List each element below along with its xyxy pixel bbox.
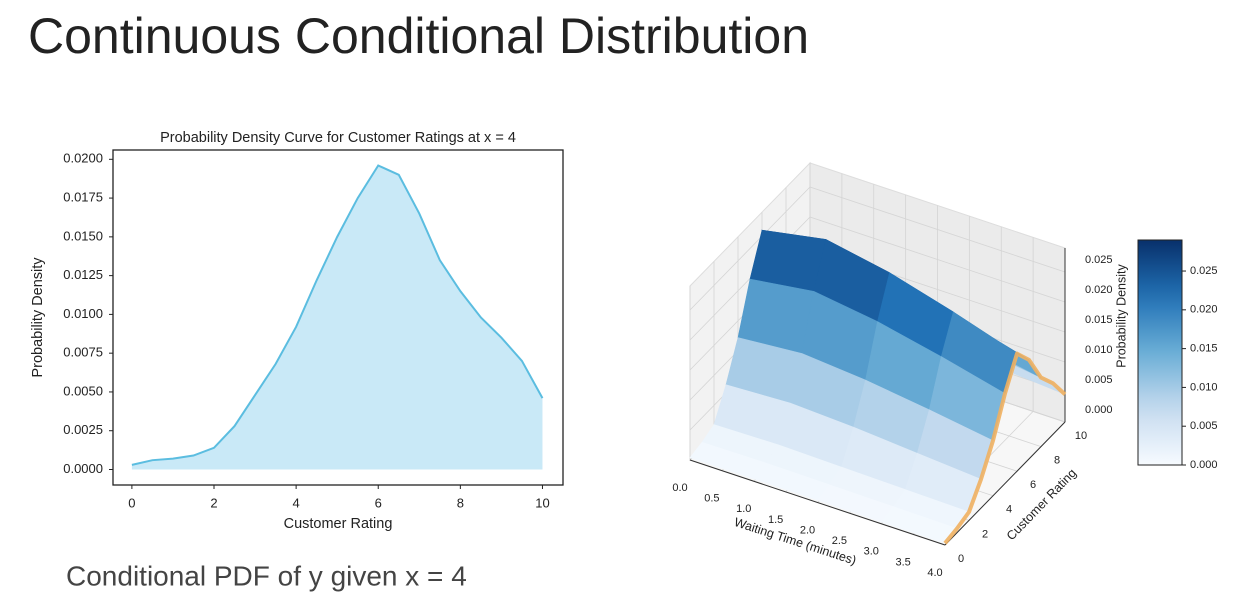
grid-line	[689, 186, 811, 311]
x-tick-label: 0	[128, 495, 135, 510]
y-tick-label: 8	[1054, 455, 1060, 467]
colorbar-tick-label: 0.000	[1190, 459, 1218, 471]
x-axis-label: Customer Rating	[284, 516, 393, 532]
z-tick-label: 0.010	[1085, 344, 1113, 356]
y-tick-label: 0.0050	[63, 383, 103, 398]
x-tick-label: 3.5	[895, 556, 910, 568]
x-tick-label: 2	[210, 495, 217, 510]
y-tick-label: 0.0175	[63, 190, 103, 205]
y-tick-label: 0.0025	[63, 422, 103, 437]
colorbar-tick-label: 0.025	[1190, 265, 1218, 277]
colorbar-tick-label: 0.015	[1190, 343, 1218, 355]
chart-title: Probability Density Curve for Customer R…	[160, 130, 516, 146]
y-axis-label: Probability Density	[30, 257, 46, 378]
highlight-curve	[943, 351, 1067, 545]
y-tick-label: 0.0100	[63, 306, 103, 321]
y-axis-label: Customer Rating	[1004, 466, 1079, 543]
colorbar-tick-label: 0.005	[1190, 420, 1218, 432]
grid-line	[809, 216, 1066, 303]
grid-line	[809, 186, 1066, 273]
z-tick-label: 0.020	[1085, 284, 1113, 296]
caption: Conditional PDF of y given x = 4	[66, 560, 467, 591]
x-tick-label: 0.0	[672, 482, 687, 494]
x-tick-label: 10	[535, 495, 549, 510]
y-tick-label: 0.0000	[63, 461, 103, 476]
x-tick-label: 8	[457, 495, 464, 510]
y-tick-label: 2	[982, 528, 988, 540]
x-tick-label: 1.5	[768, 514, 783, 526]
y-tick-label: 0.0200	[63, 151, 103, 166]
z-tick-label: 0.005	[1085, 374, 1113, 386]
y-tick-label: 6	[1030, 479, 1036, 491]
z-tick-label: 0.000	[1085, 404, 1113, 416]
y-tick-label: 0.0075	[63, 345, 103, 360]
z-axis-label: Probability Density	[1114, 263, 1128, 367]
axis-line	[944, 421, 1066, 546]
x-tick-label: 4	[293, 495, 300, 510]
y-tick-label: 4	[1006, 504, 1012, 516]
y-tick-label: 10	[1075, 430, 1087, 442]
colorbar-tick-label: 0.020	[1190, 304, 1218, 316]
y-tick-label: 0	[958, 553, 964, 565]
x-tick-label: 3.0	[864, 546, 879, 558]
z-tick-label: 0.015	[1085, 314, 1113, 326]
y-tick-label: 0.0125	[63, 267, 103, 282]
line	[131, 164, 544, 466]
x-tick-label: 0.5	[704, 493, 719, 505]
axis-line	[689, 459, 946, 546]
x-tick-label: 2.5	[832, 535, 847, 547]
x-tick-label: 1.0	[736, 503, 751, 515]
colorbar-tick-label: 0.010	[1190, 381, 1218, 393]
slide-title: Continuous Conditional Distribution	[28, 8, 809, 64]
x-tick-label: 4.0	[927, 567, 942, 579]
z-tick-label: 0.025	[1085, 254, 1113, 266]
y-tick-label: 0.0150	[63, 228, 103, 243]
area	[131, 165, 543, 470]
x-tick-label: 6	[375, 495, 382, 510]
x-tick-label: 2.0	[800, 524, 815, 536]
colorbar	[1137, 239, 1183, 466]
plot-frame	[112, 149, 564, 486]
